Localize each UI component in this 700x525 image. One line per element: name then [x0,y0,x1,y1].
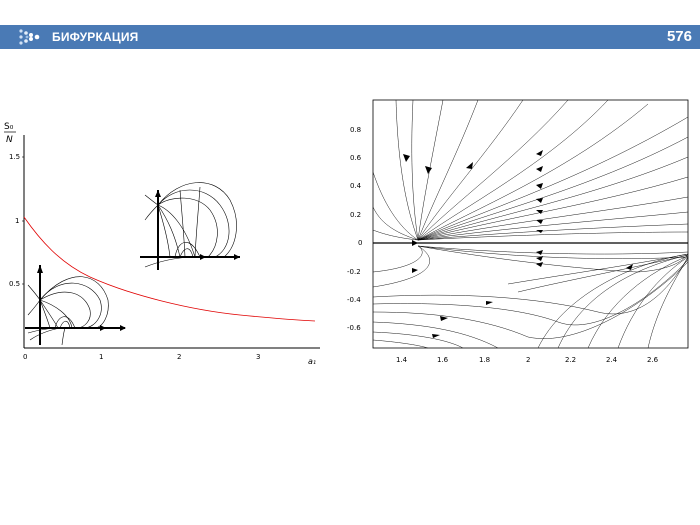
right-y-tick: -0.6 [347,324,361,332]
phase-portrait-inset-low [25,265,126,346]
bifurcation-diagram: S₀ N 1.5 1 0.5 0 1 2 3 a₁ [0,115,330,375]
right-y-tick: 0.6 [350,154,362,162]
left-x-tick: 1 [99,353,103,361]
left-y-tick: 1 [15,217,19,225]
logo-icon [19,29,40,45]
right-y-tick: 0.2 [350,211,361,219]
left-y-label-num: S₀ [4,122,14,132]
phase-portrait-inset-high [140,182,240,270]
right-y-tick: 0.8 [350,126,361,134]
right-x-tick: 1.8 [479,356,490,364]
page-number: 576 [666,28,692,45]
left-y-tick: 1.5 [9,153,20,161]
left-x-tick: 3 [256,353,260,361]
right-x-tick: 1.4 [396,356,408,364]
right-x-tick: 1.6 [437,356,449,364]
right-x-tick: 2.4 [606,356,618,364]
right-y-tick: -0.2 [347,268,361,276]
left-y-label-den: N [6,135,13,145]
right-x-tick: 2.2 [565,356,576,364]
header-bar: БИФУРКАЦИЯ 576 [0,25,700,49]
left-x-tick: 2 [177,353,181,361]
left-x-tick: 0 [23,353,27,361]
right-x-tick: 2 [526,356,530,364]
left-y-tick: 0.5 [9,280,20,288]
right-y-tick: 0 [358,239,362,247]
bifurcation-curve [23,216,316,322]
left-x-label: a₁ [308,357,316,366]
right-y-tick: -0.4 [347,296,361,304]
streamlines-upper [372,99,689,241]
right-x-tick: 2.6 [647,356,659,364]
phase-portrait: 0.8 0.6 0.4 0.2 0 -0.2 -0.4 -0.6 1.4 1.6… [338,92,700,372]
streamlines-lower [372,245,689,349]
flow-arrows [403,150,633,338]
right-y-tick: 0.4 [350,182,362,190]
page-title: БИФУРКАЦИЯ [52,30,139,44]
